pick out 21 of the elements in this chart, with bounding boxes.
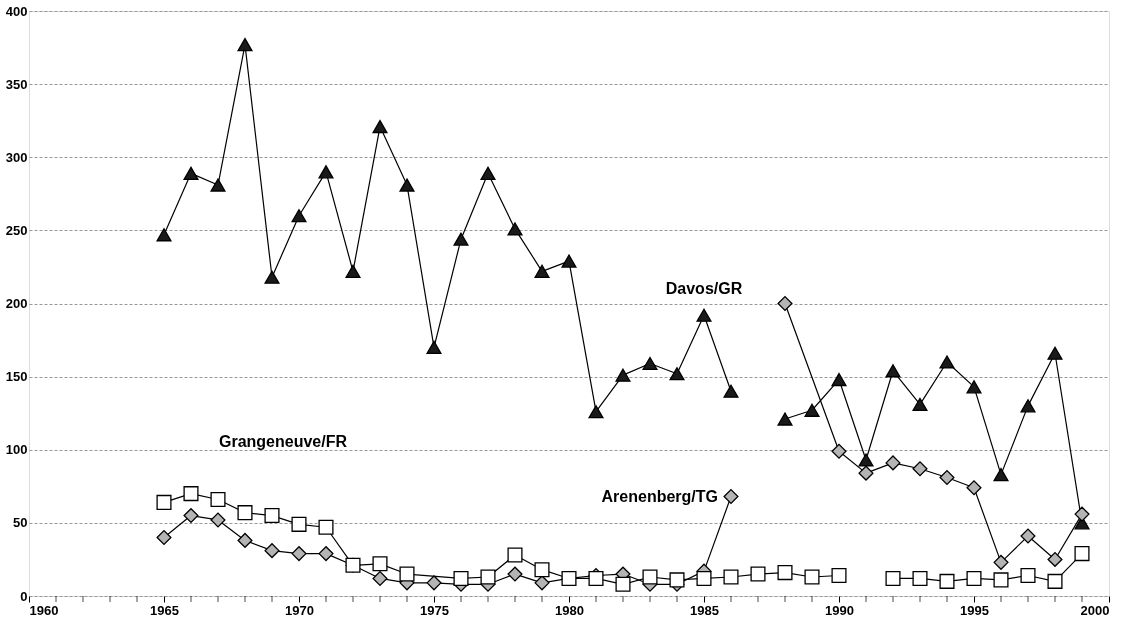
y-tick-label: 100 — [5, 442, 28, 458]
series-label: Davos/GR — [665, 280, 743, 298]
x-tick-label: 2000 — [1080, 602, 1110, 618]
y-tick-label: 200 — [5, 296, 28, 311]
x-tick-label: 1960 — [29, 602, 59, 618]
x-tick-label: 1980 — [555, 602, 584, 618]
y-tick-label: 0 — [20, 588, 28, 604]
y-tick-label: 50 — [13, 515, 28, 531]
y-tick-label: 150 — [5, 369, 28, 385]
x-tick-label: 1970 — [285, 602, 314, 618]
x-tick-label: 1965 — [150, 602, 179, 618]
y-tick-label: 300 — [5, 149, 28, 165]
x-tick-label: 1985 — [690, 602, 719, 618]
x-tick-label: 1975 — [420, 602, 449, 618]
text: Grangeneuve/FR — [219, 433, 348, 451]
y-tick-label: 350 — [5, 76, 28, 92]
y-tick-label: 400 — [5, 3, 28, 19]
series-label: Arenenberg/TG — [601, 487, 718, 505]
x-tick-label: 1990 — [825, 602, 854, 618]
x-tick-label: 1995 — [960, 602, 989, 618]
y-tick-label: 250 — [5, 222, 28, 238]
